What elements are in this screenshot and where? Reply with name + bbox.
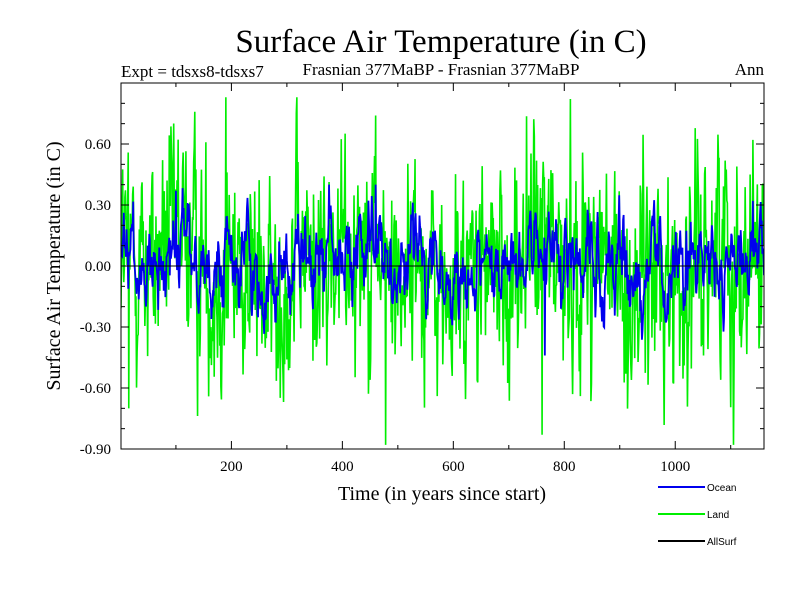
y-axis-label: Surface Air Temperature (in C) (43, 141, 65, 390)
subtitle-expt: Expt = tdsxs8-tdsxs7 (121, 62, 264, 81)
ocean-line (121, 184, 764, 356)
y-tick-label: 0.00 (85, 259, 111, 275)
y-tick-labels: -0.90 -0.60 -0.30 0.00 0.30 0.60 (80, 137, 111, 458)
legend-label-ocean: Ocean (707, 483, 736, 494)
subtitle-season: Ann (735, 60, 765, 79)
x-axis-label: Time (in years since start) (338, 483, 546, 505)
x-tick-label: 800 (553, 459, 576, 475)
land-series-layer (121, 97, 764, 445)
y-tick-label: 0.60 (85, 137, 111, 153)
ocean-series-layer (121, 184, 764, 356)
legend-label-allsurf: AllSurf (707, 537, 737, 548)
x-tick-label: 400 (331, 459, 354, 475)
y-tick-label: -0.90 (80, 442, 111, 458)
x-tick-label: 1000 (660, 459, 690, 475)
axis-ticks (121, 82, 764, 450)
x-tick-label: 200 (220, 459, 243, 475)
legend-label-land: Land (707, 510, 729, 521)
legend: Ocean Land AllSurf (658, 483, 737, 548)
land-line (121, 97, 764, 445)
chart-title: Surface Air Temperature (in C) (235, 24, 646, 60)
y-tick-label: -0.30 (80, 320, 111, 336)
x-tick-label: 600 (442, 459, 465, 475)
x-tick-labels: 200 400 600 800 1000 (220, 459, 690, 475)
subtitle-period: Frasnian 377MaBP - Frasnian 377MaBP (302, 60, 579, 79)
y-tick-label: -0.60 (80, 381, 111, 397)
y-tick-label: 0.30 (85, 198, 111, 214)
